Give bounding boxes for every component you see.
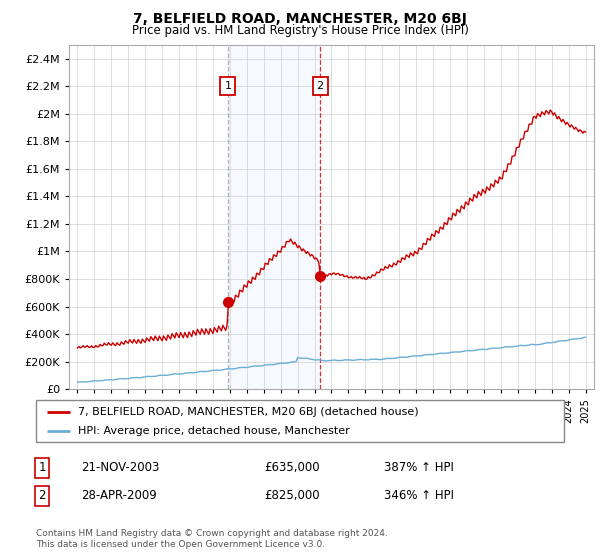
Text: 2: 2 — [38, 489, 46, 502]
Text: 1: 1 — [38, 461, 46, 474]
Text: 21-NOV-2003: 21-NOV-2003 — [81, 461, 160, 474]
Text: £635,000: £635,000 — [264, 461, 320, 474]
Text: 28-APR-2009: 28-APR-2009 — [81, 489, 157, 502]
Text: Contains HM Land Registry data © Crown copyright and database right 2024.
This d: Contains HM Land Registry data © Crown c… — [36, 529, 388, 549]
Text: HPI: Average price, detached house, Manchester: HPI: Average price, detached house, Manc… — [78, 426, 350, 436]
Text: 7, BELFIELD ROAD, MANCHESTER, M20 6BJ (detached house): 7, BELFIELD ROAD, MANCHESTER, M20 6BJ (d… — [78, 407, 419, 417]
Text: 2: 2 — [317, 81, 324, 91]
FancyBboxPatch shape — [36, 400, 564, 442]
Text: Price paid vs. HM Land Registry's House Price Index (HPI): Price paid vs. HM Land Registry's House … — [131, 24, 469, 36]
Bar — [228, 45, 320, 389]
Text: 346% ↑ HPI: 346% ↑ HPI — [384, 489, 454, 502]
Text: 387% ↑ HPI: 387% ↑ HPI — [384, 461, 454, 474]
Text: 1: 1 — [224, 81, 232, 91]
Text: 7, BELFIELD ROAD, MANCHESTER, M20 6BJ: 7, BELFIELD ROAD, MANCHESTER, M20 6BJ — [133, 12, 467, 26]
Text: £825,000: £825,000 — [264, 489, 320, 502]
